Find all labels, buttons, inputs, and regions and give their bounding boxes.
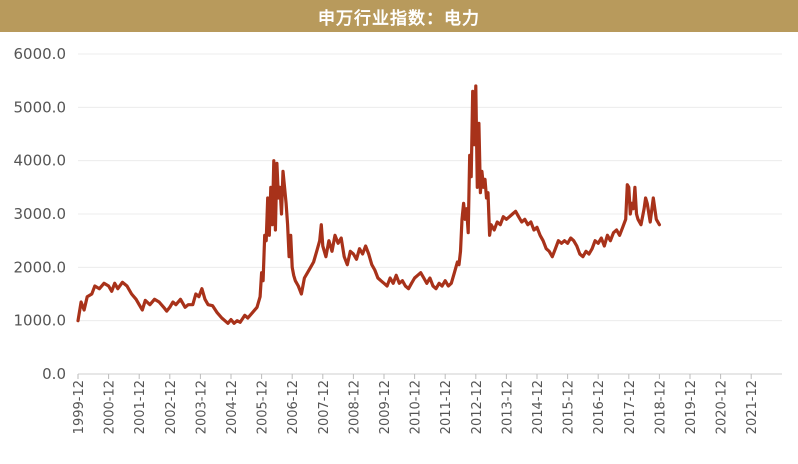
x-axis: 1999-12 2000-12 2001-12 2002-12 2003-12 2004-… (72, 374, 760, 434)
x-tick-label: 2016-12 (592, 380, 607, 434)
y-tick-label: 5000.0 (14, 98, 67, 116)
x-tick-label: 2021-12 (745, 380, 760, 434)
series-line (76, 84, 661, 325)
x-tick-label: 2003-12 (194, 380, 209, 434)
x-tick-label: 2017-12 (623, 380, 638, 434)
x-tick-label: 2020-12 (715, 380, 730, 434)
x-tick-label: 2004-12 (225, 380, 240, 434)
x-tick-label: 2015-12 (562, 380, 577, 434)
y-tick-label: 2000.0 (14, 258, 67, 276)
line-chart: 0.01000.02000.03000.04000.05000.06000.0 … (14, 45, 782, 434)
x-tick-label: 2014-12 (531, 380, 546, 434)
x-tick-label: 2019-12 (684, 380, 699, 434)
x-tick-label: 2012-12 (470, 380, 485, 434)
chart-title: 申万行业指数：电力 (0, 0, 798, 32)
x-tick-label: 2001-12 (133, 380, 148, 434)
x-tick-label: 2013-12 (500, 380, 515, 434)
x-tick-label: 1999-12 (72, 380, 87, 434)
gridlines (78, 53, 782, 375)
x-tick-label: 2006-12 (286, 380, 301, 434)
x-tick-label: 2002-12 (164, 380, 179, 434)
y-tick-label: 0.0 (42, 365, 66, 383)
y-tick-label: 4000.0 (14, 152, 67, 170)
y-axis: 0.0 1000.0 2000.0 3000.0 4000.0 5000.0 6000.0 (14, 45, 67, 383)
series-layer (76, 84, 661, 325)
x-tick-label: 2007-12 (317, 380, 332, 434)
y-tick-label: 6000.0 (14, 45, 67, 63)
x-tick-label: 2005-12 (256, 380, 271, 434)
x-tick-label: 2000-12 (103, 380, 118, 434)
x-tick-label: 2010-12 (409, 380, 424, 434)
y-tick-label: 1000.0 (14, 312, 67, 330)
x-tick-label: 2009-12 (378, 380, 393, 434)
x-tick-label: 2008-12 (347, 380, 362, 434)
x-tick-label: 2018-12 (653, 380, 668, 434)
x-tick-label: 2011-12 (439, 380, 454, 434)
y-tick-label: 3000.0 (14, 205, 67, 223)
